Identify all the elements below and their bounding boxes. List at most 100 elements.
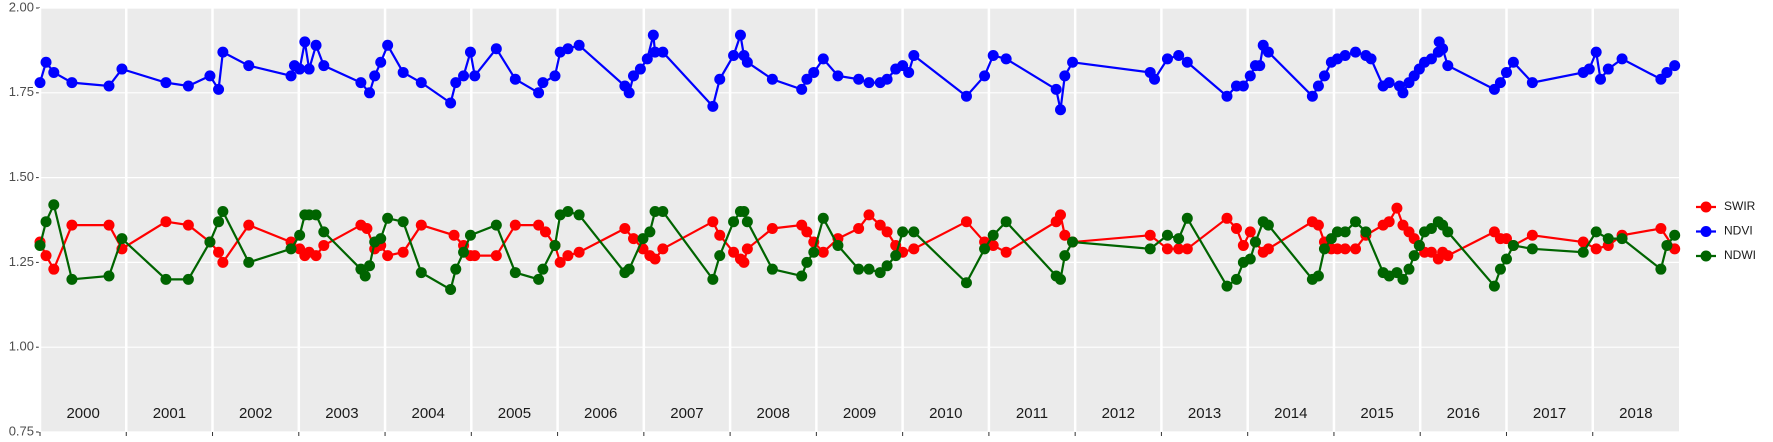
point	[294, 229, 306, 241]
point	[1365, 53, 1377, 65]
point	[1318, 70, 1330, 82]
point	[549, 70, 561, 82]
point	[808, 246, 820, 258]
point	[1230, 222, 1242, 234]
point	[1442, 60, 1454, 72]
point	[960, 216, 972, 228]
point	[364, 260, 376, 272]
point	[355, 77, 367, 89]
point	[1442, 226, 1454, 238]
point	[573, 246, 585, 258]
point	[285, 70, 297, 82]
point	[573, 39, 585, 51]
point	[116, 63, 128, 75]
point	[1669, 229, 1681, 241]
point	[1339, 226, 1351, 238]
legend-label: SWIR	[1724, 199, 1756, 213]
point	[217, 46, 229, 58]
point	[623, 87, 635, 99]
point	[490, 250, 502, 262]
point	[817, 53, 829, 65]
point	[310, 39, 322, 51]
point	[1350, 216, 1362, 228]
point	[808, 66, 820, 78]
point	[294, 63, 306, 75]
point	[801, 226, 813, 238]
point	[1331, 243, 1343, 255]
point	[116, 233, 128, 245]
point	[647, 29, 659, 41]
point	[359, 270, 371, 282]
point	[714, 73, 726, 85]
point	[1244, 253, 1256, 265]
point	[182, 273, 194, 285]
point	[1059, 70, 1071, 82]
year-label: 2001	[153, 405, 186, 422]
point	[817, 246, 829, 258]
point	[66, 77, 78, 89]
point	[1526, 229, 1538, 241]
point	[853, 263, 865, 275]
point	[562, 250, 574, 262]
point	[863, 77, 875, 89]
year-label: 2002	[239, 405, 272, 422]
year-label: 2014	[1274, 405, 1307, 422]
point	[464, 229, 476, 241]
point	[1339, 243, 1351, 255]
point	[644, 226, 656, 238]
point	[382, 39, 394, 51]
point	[303, 63, 315, 75]
point	[657, 206, 669, 218]
point	[469, 70, 481, 82]
point	[908, 49, 920, 61]
point	[562, 43, 574, 55]
year-label: 2018	[1619, 405, 1652, 422]
point	[285, 243, 297, 255]
point	[469, 250, 481, 262]
point	[1577, 246, 1589, 258]
point	[573, 209, 585, 221]
point	[361, 222, 373, 234]
point	[318, 226, 330, 238]
legend-key	[1700, 250, 1712, 262]
point	[1350, 243, 1362, 255]
point	[1067, 56, 1079, 68]
point	[1655, 263, 1667, 275]
point	[450, 263, 462, 275]
point	[1050, 83, 1062, 95]
year-label: 2011	[1016, 405, 1048, 422]
point	[554, 256, 566, 268]
point	[1526, 77, 1538, 89]
point	[1173, 233, 1185, 245]
y-tick-label: 1.00	[9, 339, 34, 354]
point	[649, 253, 661, 265]
point	[40, 56, 52, 68]
legend-key	[1700, 226, 1712, 237]
point	[375, 233, 387, 245]
point	[1173, 49, 1185, 61]
y-tick-label: 1.50	[9, 169, 34, 184]
point	[415, 267, 427, 279]
point	[299, 36, 311, 48]
point	[1173, 243, 1185, 255]
point	[364, 87, 376, 99]
point	[766, 222, 778, 234]
point	[649, 206, 661, 218]
point	[204, 236, 216, 248]
point	[1306, 90, 1318, 102]
point	[707, 273, 719, 285]
point	[890, 250, 902, 262]
point	[1616, 53, 1628, 65]
point	[540, 226, 552, 238]
point	[657, 46, 669, 58]
point	[1067, 236, 1079, 248]
point	[40, 216, 52, 228]
point	[714, 229, 726, 241]
point	[1181, 56, 1193, 68]
point	[562, 206, 574, 218]
point	[801, 73, 813, 85]
point	[537, 263, 549, 275]
point	[728, 49, 740, 61]
point	[1331, 226, 1343, 238]
point	[1507, 56, 1519, 68]
